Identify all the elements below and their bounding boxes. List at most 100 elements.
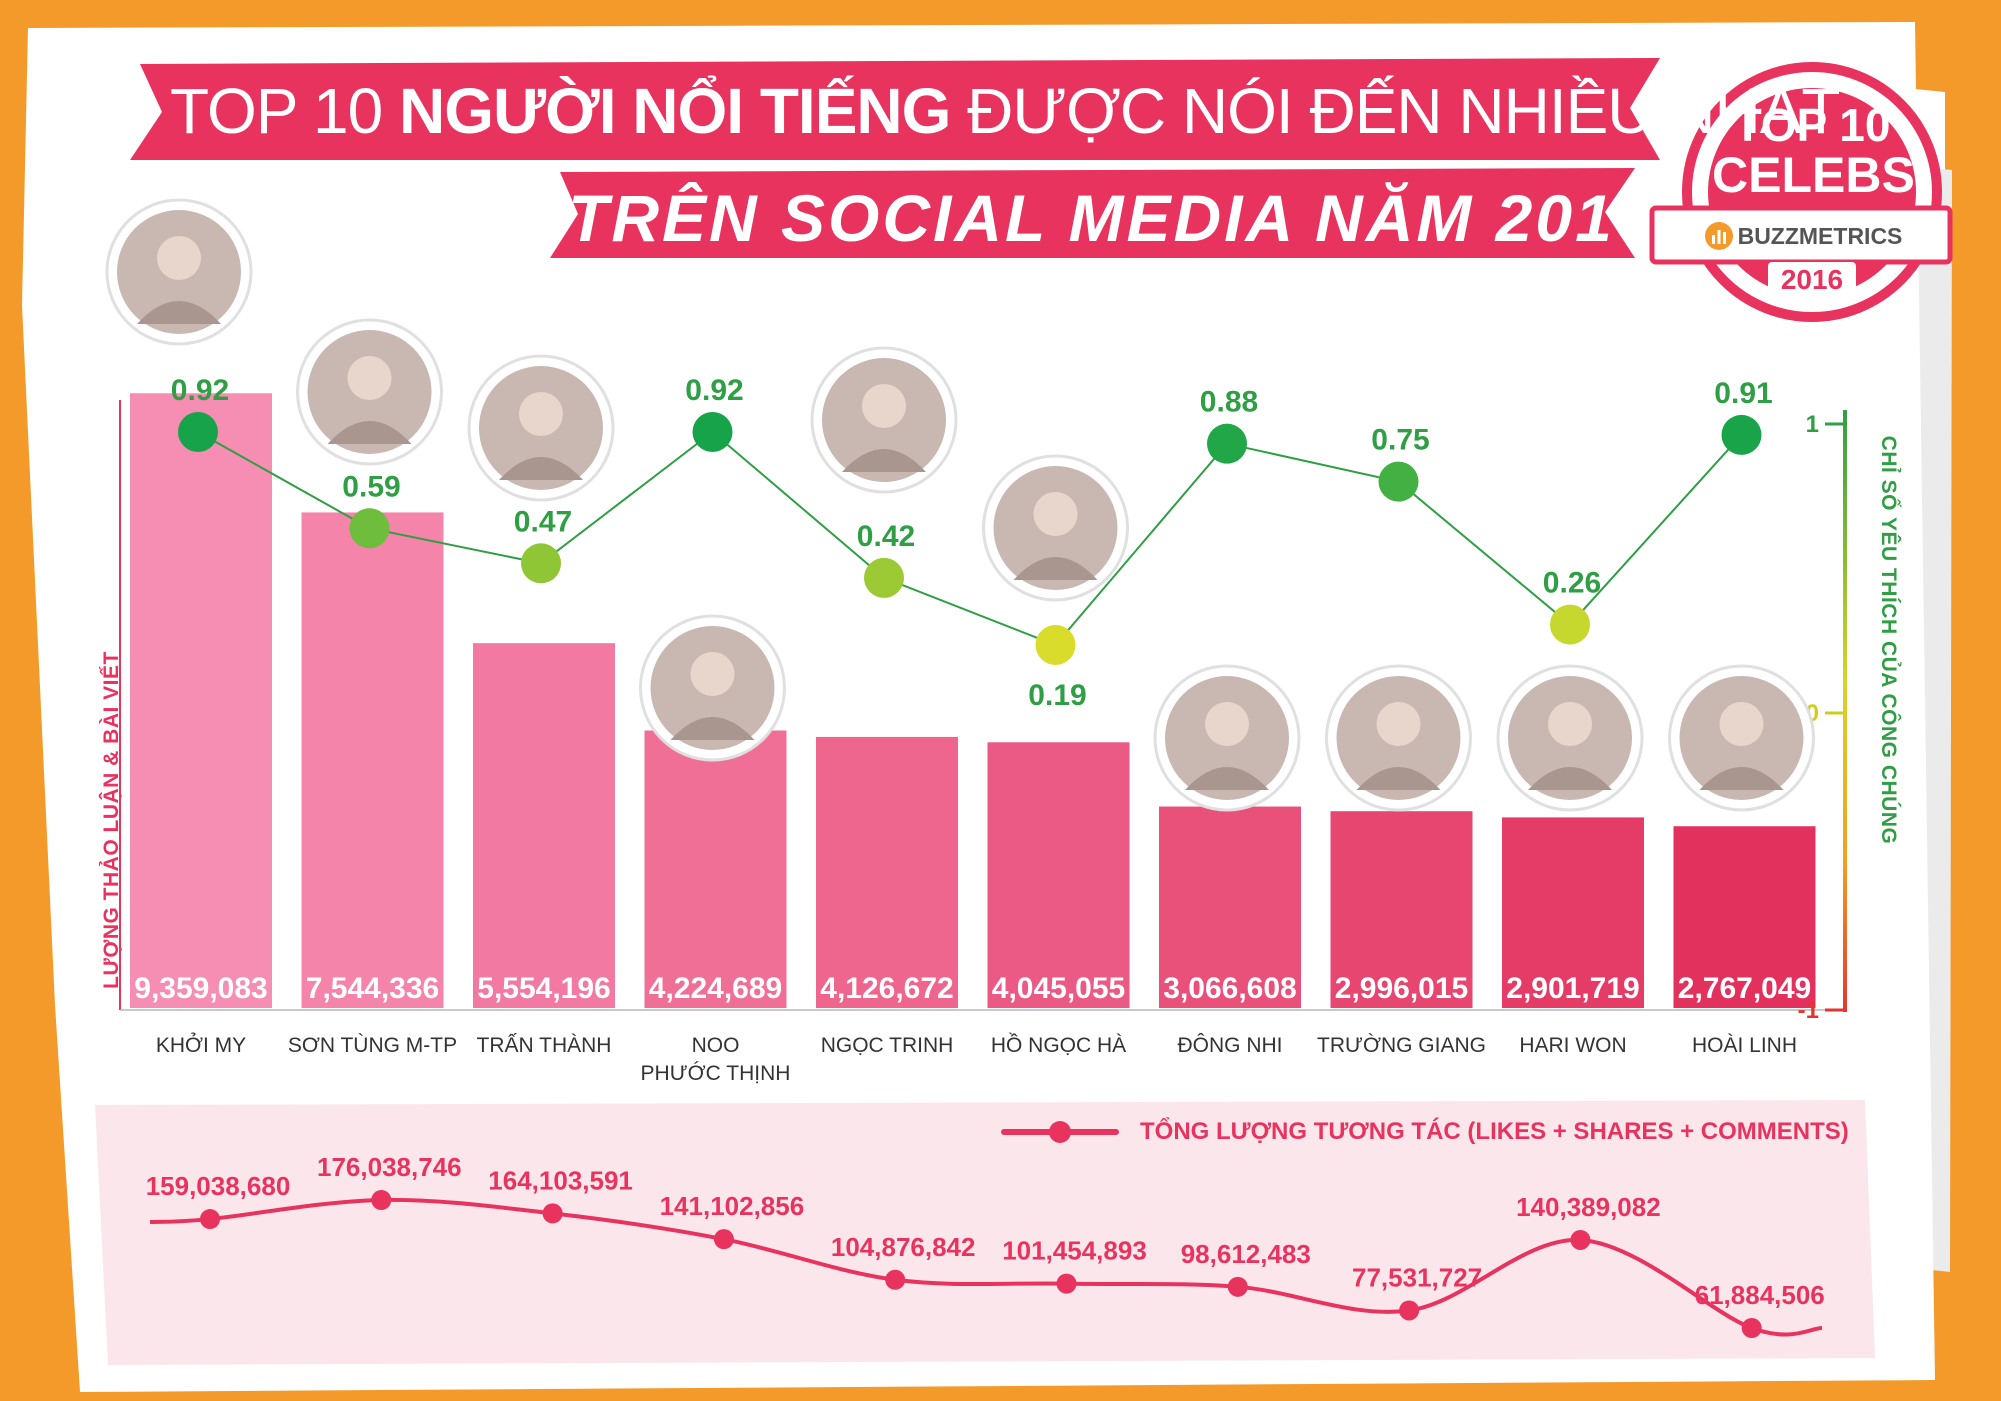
avatar-shoulders (1356, 767, 1441, 790)
title-part-c: ĐƯỢC NÓI ĐẾN NHIỀU NHẤT (950, 75, 1840, 147)
bar-chart-icon (1704, 222, 1733, 250)
main-paper-sheet (22, 22, 1935, 1392)
category-label: KHỞI MY (156, 1033, 246, 1057)
engagement-value-label: 101,454,893 (1002, 1236, 1147, 1266)
category-label: ĐÔNG NHI (1178, 1034, 1283, 1057)
engagement-value-label: 141,102,856 (660, 1191, 805, 1221)
engagement-value-label: 140,389,082 (1516, 1192, 1661, 1222)
avatar-shoulders (1699, 767, 1784, 790)
preference-value-label: 0.19 (1028, 679, 1086, 712)
title-line-1: TOP 10 NGƯỜI NỔI TIẾNG ĐƯỢC NÓI ĐẾN NHIỀ… (170, 74, 1841, 148)
preference-line (197, 430, 1743, 647)
preference-point (1207, 423, 1247, 464)
engagement-point (542, 1203, 563, 1224)
title-part-a: TOP 10 (170, 75, 399, 147)
category-label: TRẤN THÀNH (477, 1034, 612, 1057)
preference-point (1035, 625, 1076, 665)
top10-badge (1649, 62, 1953, 322)
preference-point (1378, 461, 1419, 502)
bar-value-label: 4,126,672 (820, 972, 953, 1005)
bar (816, 736, 958, 1008)
title-line-2: TRÊN SOCIAL MEDIA NĂM 2016 (568, 181, 1655, 255)
bar-value-label: 7,544,336 (306, 972, 439, 1005)
avatar-face (1719, 702, 1764, 746)
badge-brand: BUZZMETRICS (1698, 216, 1908, 256)
bar (473, 643, 615, 1008)
preference-value-label: 0.92 (685, 374, 743, 407)
category-label: TRƯỜNG GIANG (1317, 1034, 1486, 1057)
engagement-value-label: 98,612,483 (1181, 1239, 1311, 1269)
title-part-b: NGƯỜI NỔI TIẾNG (399, 75, 951, 147)
avatar-shoulders (137, 301, 221, 324)
bar (1673, 826, 1816, 1008)
preference-value-label: 0.75 (1371, 424, 1429, 457)
engagement-legend: TỔNG LƯỢNG TƯƠNG TÁC (LIKES + SHARES + C… (1000, 1112, 1849, 1152)
badge-line-2: CELEBS (1712, 147, 1915, 203)
engagement-point (1227, 1276, 1248, 1297)
bar-value-label: 3,066,608 (1163, 972, 1296, 1005)
preference-value-label: 0.88 (1200, 386, 1258, 419)
engagement-value-label: 77,531,727 (1352, 1262, 1482, 1292)
right-axis-tick-label: -1 (1798, 997, 1819, 1024)
bar-value-label: 2,996,015 (1335, 972, 1468, 1005)
bar (987, 742, 1130, 1008)
preference-value-label: 0.92 (171, 374, 229, 407)
right-axis-line (1843, 410, 1847, 1012)
title-banner-bottom (550, 168, 1635, 258)
bar (301, 512, 444, 1008)
legend-line-marker (1001, 1121, 1119, 1143)
bar-value-label: 2,901,719 (1506, 972, 1639, 1005)
avatar-shoulders (1528, 767, 1612, 790)
avatar-shoulders (842, 449, 926, 472)
preference-value-label: 0.47 (514, 505, 572, 538)
preference-point (521, 543, 561, 584)
avatar-face (690, 652, 735, 696)
engagement-value-label: 164,103,591 (488, 1165, 633, 1195)
engagement-value-label: 159,038,680 (146, 1171, 291, 1201)
engagement-point (371, 1190, 392, 1210)
engagement-point (1570, 1229, 1591, 1250)
bar (1159, 806, 1301, 1008)
category-label: NGỌC TRINH (821, 1034, 954, 1057)
preference-point (692, 412, 733, 452)
avatar-shoulders (1013, 557, 1098, 580)
avatar-face (1548, 702, 1592, 746)
category-label: NOO (692, 1034, 740, 1057)
avatar-face (862, 384, 906, 428)
avatar-face (1376, 702, 1421, 746)
engagement-value-label: 61,884,506 (1695, 1280, 1825, 1310)
avatar-shoulders (1185, 767, 1269, 790)
avatar-face (347, 356, 392, 400)
preference-point (864, 557, 904, 598)
preference-value-label: 0.91 (1714, 377, 1772, 410)
preference-point (1721, 414, 1762, 455)
preference-point (349, 508, 390, 549)
engagement-point (713, 1229, 734, 1250)
preference-value-label: 0.42 (857, 520, 915, 553)
category-label: HARI WON (1519, 1034, 1626, 1057)
engagement-band (95, 1100, 1875, 1365)
bar-value-label: 9,359,083 (134, 972, 267, 1005)
bar (130, 393, 272, 1008)
bar (644, 730, 787, 1008)
engagement-point (885, 1269, 906, 1290)
engagement-point (1056, 1273, 1077, 1294)
badge-year: 2016 (1780, 264, 1844, 295)
preference-point (1550, 604, 1590, 645)
bar-value-label: 2,767,049 (1678, 972, 1811, 1005)
bar-value-label: 5,554,196 (477, 972, 610, 1005)
category-label: SƠN TÙNG M-TP (288, 1034, 457, 1057)
avatar-shoulders (499, 457, 583, 480)
preference-point (178, 412, 218, 452)
engagement-value-label: 176,038,746 (317, 1152, 462, 1182)
category-label: PHƯỚC THỊNH (641, 1062, 791, 1085)
bar (1330, 811, 1473, 1008)
badge-brand-text: BUZZMETRICS (1737, 222, 1903, 249)
engagement-point (1399, 1300, 1420, 1321)
badge-line-1: TOP 10 (1733, 99, 1891, 151)
avatar-shoulders (670, 717, 755, 740)
bar (1502, 817, 1644, 1008)
avatar-shoulders (327, 421, 412, 444)
